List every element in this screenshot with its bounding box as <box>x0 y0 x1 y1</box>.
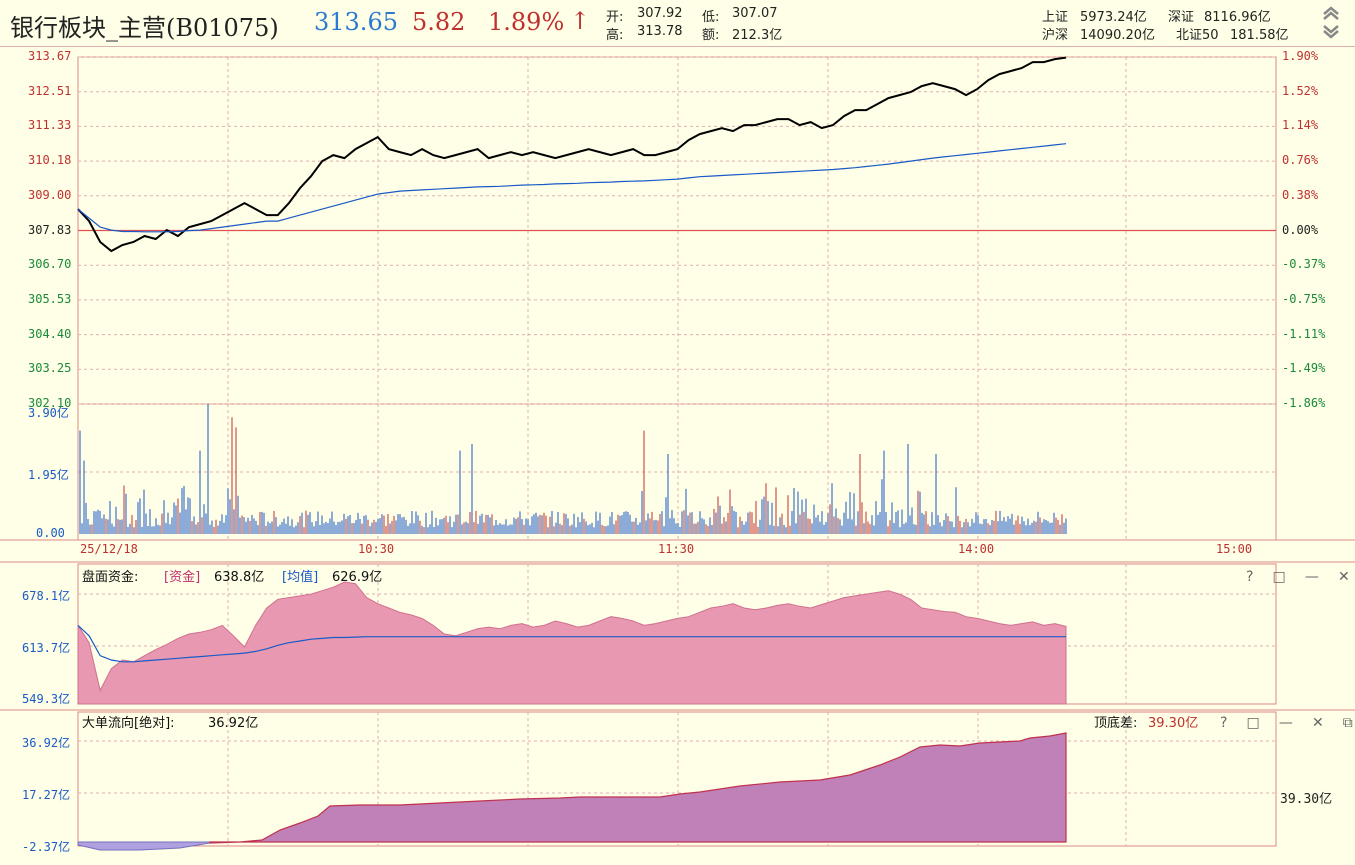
fund-avg-value: 626.9亿 <box>332 570 383 585</box>
minimize-icon[interactable]: — <box>1304 569 1319 585</box>
fund-area-series <box>77 581 1067 705</box>
index-name-sz: 深证 <box>1168 10 1195 25</box>
fund-money-value: 638.8亿 <box>214 570 265 585</box>
price-tick: 310.18 <box>28 153 72 168</box>
open-value: 307.92 <box>637 6 683 21</box>
flow-negative-area <box>77 841 211 851</box>
pct-tick: 1.14% <box>1282 118 1319 133</box>
help-icon[interactable]: ? <box>1246 569 1254 585</box>
flow-area <box>209 732 1067 844</box>
restore-icon[interactable]: □ <box>1272 569 1286 585</box>
flow-panel-controls: ? □ — ✕ ⧉ <box>1220 712 1353 731</box>
flow-panel-label: 大单流向[绝对]: <box>82 716 175 731</box>
flow-tick: -2.37亿 <box>22 840 71 854</box>
pct-tick: 0.00% <box>1282 222 1319 237</box>
price-tick: 305.53 <box>28 291 72 306</box>
fund-tick: 678.1亿 <box>22 589 71 603</box>
high-label: 高: <box>606 28 624 43</box>
price-grid <box>0 56 1355 847</box>
fund-panel-label: 盘面资金: <box>82 570 139 585</box>
popout-icon[interactable]: ⧉ <box>1342 715 1353 731</box>
pct-tick: 1.90% <box>1282 49 1319 63</box>
high-value: 313.78 <box>637 24 683 39</box>
scroll-up-down-icon[interactable] <box>1320 4 1342 40</box>
top-bottom-diff-value: 39.30亿 <box>1148 716 1199 731</box>
big-order-flow-series <box>77 732 1067 851</box>
price-tick: 302.10 <box>28 396 72 410</box>
flow-tick: 17.27亿 <box>22 788 71 802</box>
minimize-icon[interactable]: — <box>1278 715 1293 731</box>
index-name-sh: 上证 <box>1042 10 1069 25</box>
time-tick: 25/12/18 <box>80 542 138 556</box>
fund-avg-tag: [均值] <box>282 570 319 585</box>
pct-tick: -1.49% <box>1282 361 1326 376</box>
index-value-hs: 14090.20亿 <box>1080 28 1156 43</box>
panel-frame <box>77 56 1277 541</box>
panel-frame <box>77 711 1277 847</box>
index-name-bz50: 北证50 <box>1176 28 1219 43</box>
amount-value: 212.3亿 <box>732 28 783 43</box>
last-price: 313.65 <box>314 8 398 36</box>
double-chevron-icon <box>1323 6 1339 39</box>
time-tick: 15:00 <box>1216 542 1253 556</box>
close-icon[interactable]: ✕ <box>1337 569 1350 585</box>
flow-tick: 36.92亿 <box>22 736 71 750</box>
index-value-sh: 5973.24亿 <box>1080 10 1147 25</box>
amount-label: 额: <box>702 28 720 43</box>
pct-tick: -0.75% <box>1282 291 1326 306</box>
up-arrow-icon: ↑ <box>570 7 591 35</box>
price-series <box>77 56 1067 253</box>
top-bottom-diff-label: 顶底差: <box>1094 716 1138 731</box>
pct-tick: -1.11% <box>1282 326 1326 341</box>
time-tick: 11:30 <box>658 542 695 556</box>
pct-tick: 1.52% <box>1282 83 1319 98</box>
price-change-pct: 1.89% <box>488 8 565 36</box>
pct-tick: -0.37% <box>1282 257 1326 272</box>
price-tick: 303.25 <box>28 361 72 376</box>
volume-bars <box>79 404 1067 534</box>
price-tick: 307.83 <box>28 222 72 237</box>
avg-price-line <box>77 143 1067 233</box>
price-tick: 312.51 <box>28 83 72 98</box>
price-tick: 304.40 <box>28 326 72 341</box>
time-tick: 14:00 <box>958 542 995 556</box>
low-value: 307.07 <box>732 6 778 21</box>
fund-panel-controls: ? □ — ✕ <box>1246 566 1350 585</box>
fund-tick: 549.3亿 <box>22 692 71 706</box>
index-value-sz: 8116.96亿 <box>1204 10 1271 25</box>
price-change: 5.82 <box>412 8 466 36</box>
fund-money-tag: [资金] <box>164 570 201 585</box>
pct-tick: 0.38% <box>1282 187 1319 202</box>
price-tick: 311.33 <box>28 118 72 133</box>
close-icon[interactable]: ✕ <box>1311 715 1324 731</box>
price-tick: 309.00 <box>28 187 72 202</box>
pct-tick: -1.86% <box>1282 396 1326 410</box>
price-tick: 306.70 <box>28 257 72 272</box>
fund-area <box>77 581 1067 705</box>
index-name-hs: 沪深 <box>1042 28 1069 43</box>
price-tick: 313.67 <box>28 49 72 63</box>
price-line <box>77 56 1067 253</box>
low-label: 低: <box>702 10 720 25</box>
flow-panel-value: 36.92亿 <box>208 716 259 731</box>
restore-icon[interactable]: □ <box>1246 715 1260 731</box>
help-icon[interactable]: ? <box>1220 715 1228 731</box>
quote-header: 银行板块_主营(B01075) 313.65 5.82 1.89% ↑ 开: 3… <box>0 0 1355 47</box>
index-value-bz50: 181.58亿 <box>1230 28 1289 43</box>
pct-tick: 0.76% <box>1282 153 1319 168</box>
board-title: 银行板块_主营(B01075) <box>10 14 279 42</box>
volume-tick: 1.95亿 <box>28 468 69 482</box>
volume-tick: 3.90亿 <box>28 406 69 420</box>
fund-avg-line <box>77 624 1066 663</box>
fund-tick: 613.7亿 <box>22 641 71 655</box>
volume-tick: 0.00 <box>36 526 65 540</box>
flow-right-value: 39.30亿 <box>1280 792 1333 807</box>
time-tick: 10:30 <box>358 542 395 556</box>
open-label: 开: <box>606 10 624 25</box>
